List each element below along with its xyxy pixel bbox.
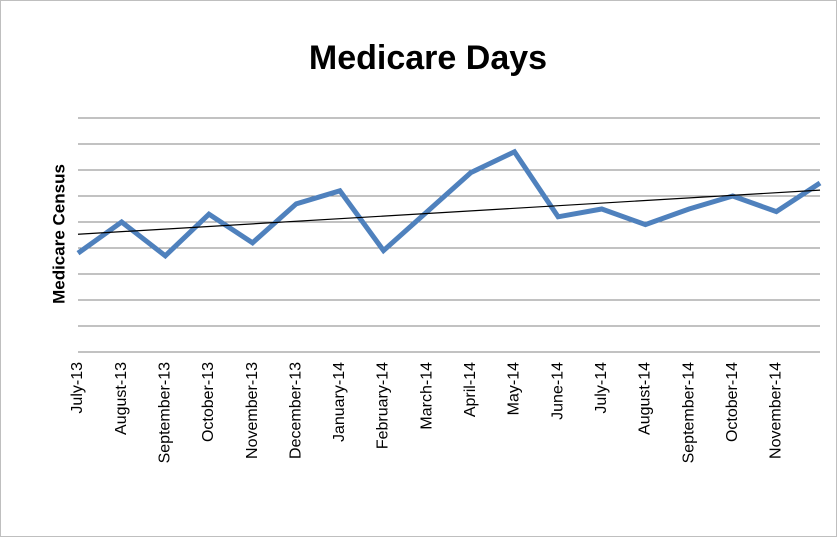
x-tick-label: May-14	[506, 362, 523, 415]
x-tick-label: June-14	[549, 362, 566, 420]
x-tick-label: July-14	[593, 362, 610, 414]
x-tick-label: August-13	[113, 362, 130, 435]
trendline	[77, 189, 821, 235]
x-tick-label: December-13	[287, 362, 304, 459]
x-tick-label: September-14	[680, 362, 697, 463]
y-axis-label: Medicare Census	[49, 164, 68, 304]
x-tick-label: September-13	[157, 362, 174, 463]
x-tick-label: July-13	[69, 362, 86, 414]
x-tick-label: November-14	[768, 362, 785, 459]
x-tick-label: October-14	[724, 362, 741, 442]
x-tick-label: March-14	[418, 362, 435, 430]
x-tick-label: November-13	[244, 362, 261, 459]
x-tick-label: August-14	[637, 362, 654, 435]
x-tick-label: January-14	[331, 362, 348, 442]
chart-title: Medicare Days	[309, 39, 547, 77]
x-tick-label: February-14	[375, 362, 392, 449]
x-tick-label: October-13	[200, 362, 217, 442]
x-tick-label: April-14	[462, 362, 479, 417]
data-line	[76, 148, 822, 260]
